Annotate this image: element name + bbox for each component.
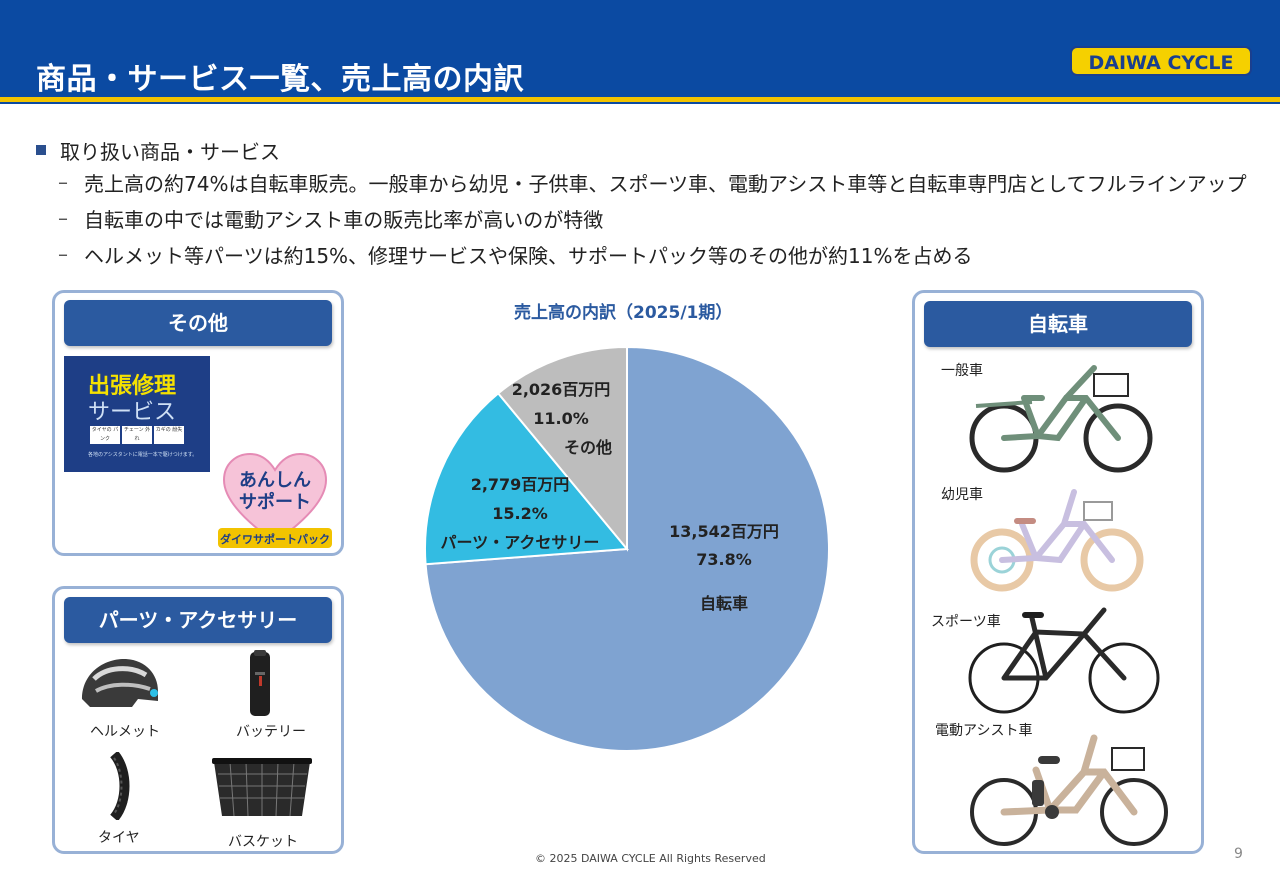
- pie-slice-parts: [424, 391, 630, 566]
- slice-percent: 73.8%: [696, 550, 752, 569]
- tire-icon: [109, 752, 130, 820]
- repair-tag: タイヤの パンク: [90, 426, 120, 444]
- bullet-item-text: 自転車の中では電動アシスト車の販売比率が高いのが特徴: [84, 207, 604, 232]
- logo-text: DAIWA CYCLE: [1088, 52, 1233, 74]
- helmet-icon: [82, 659, 158, 707]
- slice-label-parts: 2,779百万円 15.2% パーツ・アクセサリー: [430, 470, 610, 557]
- slice-name: 自転車: [699, 594, 748, 613]
- bullet-list: 取り扱い商品・サービス – 売上高の約74%は自転車販売。一般車から幼児・子供車…: [36, 136, 1247, 272]
- repair-title-2: サービス: [88, 400, 177, 425]
- slice-amount: 13,542百万円: [669, 522, 779, 541]
- parts-panel-title: パーツ・アクセサリー: [64, 597, 332, 643]
- dash-icon: –: [58, 206, 68, 230]
- chart-title: 売上高の内訳（2025/1期）: [514, 303, 733, 323]
- daiwa-cycle-logo: DAIWA CYCLE: [1070, 46, 1252, 76]
- battery-icon: [250, 650, 270, 716]
- slice-label-other: 2,026百万円 11.0% その他: [506, 375, 616, 462]
- kids-bike-icon: [970, 489, 1144, 592]
- bullet-heading: 取り扱い商品・サービス: [36, 136, 1247, 164]
- bullet-item: – 売上高の約74%は自転車販売。一般車から幼児・子供車、スポーツ車、電動アシス…: [36, 164, 1247, 200]
- slice-amount: 2,779百万円: [470, 475, 570, 494]
- repair-service-banner: 出張修理 サービス タイヤの パンク チェーン 外れ カギの 紛失 各地のアシス…: [64, 356, 210, 472]
- slice-name: その他: [563, 438, 612, 457]
- slice-name: パーツ・アクセサリー: [440, 533, 600, 552]
- helmet-caption: ヘルメット: [90, 724, 160, 740]
- bicycle-panel-title: 自転車: [924, 301, 1192, 347]
- anshin-support-badge: あんしん サポート ダイワサポートパック: [218, 452, 332, 548]
- bullet-square-icon: [36, 145, 46, 155]
- support-text-1: あんしん: [239, 470, 311, 491]
- slice-amount: 2,026百万円: [511, 380, 611, 399]
- basket-caption: バスケット: [228, 834, 298, 850]
- bike-caption: 一般車: [941, 363, 983, 379]
- tire-caption: タイヤ: [98, 830, 140, 846]
- bullet-item-text: ヘルメット等パーツは約15%、修理サービスや保険、サポートパック等のその他が約1…: [84, 243, 973, 268]
- repair-title-1: 出張修理: [88, 374, 177, 399]
- dash-icon: –: [58, 242, 68, 266]
- sports-bike-icon: [968, 607, 1160, 714]
- slice-percent: 11.0%: [533, 409, 589, 428]
- copyright: © 2025 DAIWA CYCLE All Rights Reserved: [535, 852, 766, 865]
- e-assist-bike-icon: [970, 734, 1168, 846]
- header-bar: [0, 0, 1280, 97]
- bullet-item: – 自転車の中では電動アシスト車の販売比率が高いのが特徴: [36, 200, 1247, 236]
- page-number: 9: [1234, 846, 1243, 862]
- slice-percent: 15.2%: [492, 504, 548, 523]
- bullet-heading-text: 取り扱い商品・サービス: [60, 139, 280, 164]
- battery-caption: バッテリー: [236, 724, 306, 740]
- dash-icon: –: [58, 170, 68, 194]
- header-accent-line: [0, 97, 1280, 102]
- support-text-2: サポート: [239, 491, 311, 513]
- city-bike-icon: [969, 365, 1153, 473]
- other-panel-title: その他: [64, 300, 332, 346]
- bullet-item-text: 売上高の約74%は自転車販売。一般車から幼児・子供車、スポーツ車、電動アシスト車…: [84, 171, 1247, 196]
- support-sub-text: ダイワサポートパック: [220, 532, 330, 546]
- bullet-item: – ヘルメット等パーツは約15%、修理サービスや保険、サポートパック等のその他が…: [36, 236, 1247, 272]
- slice-label-bicycle: 13,542百万円 73.8% 自転車: [664, 518, 784, 618]
- bike-caption: 電動アシスト車: [935, 723, 1033, 739]
- bike-caption: 幼児車: [941, 487, 983, 503]
- repair-tag: カギの 紛失: [154, 426, 184, 444]
- pie-slice-other: [496, 345, 628, 552]
- bike-caption: スポーツ車: [931, 614, 1001, 630]
- repair-note: 各地のアシスタントに電話一本で駆けつけます。: [88, 452, 198, 458]
- repair-tag: チェーン 外れ: [122, 426, 152, 444]
- basket-icon: [212, 758, 312, 817]
- page-title: 商品・サービス一覧、売上高の内訳: [36, 62, 524, 97]
- header-accent-line-2: [0, 102, 1280, 104]
